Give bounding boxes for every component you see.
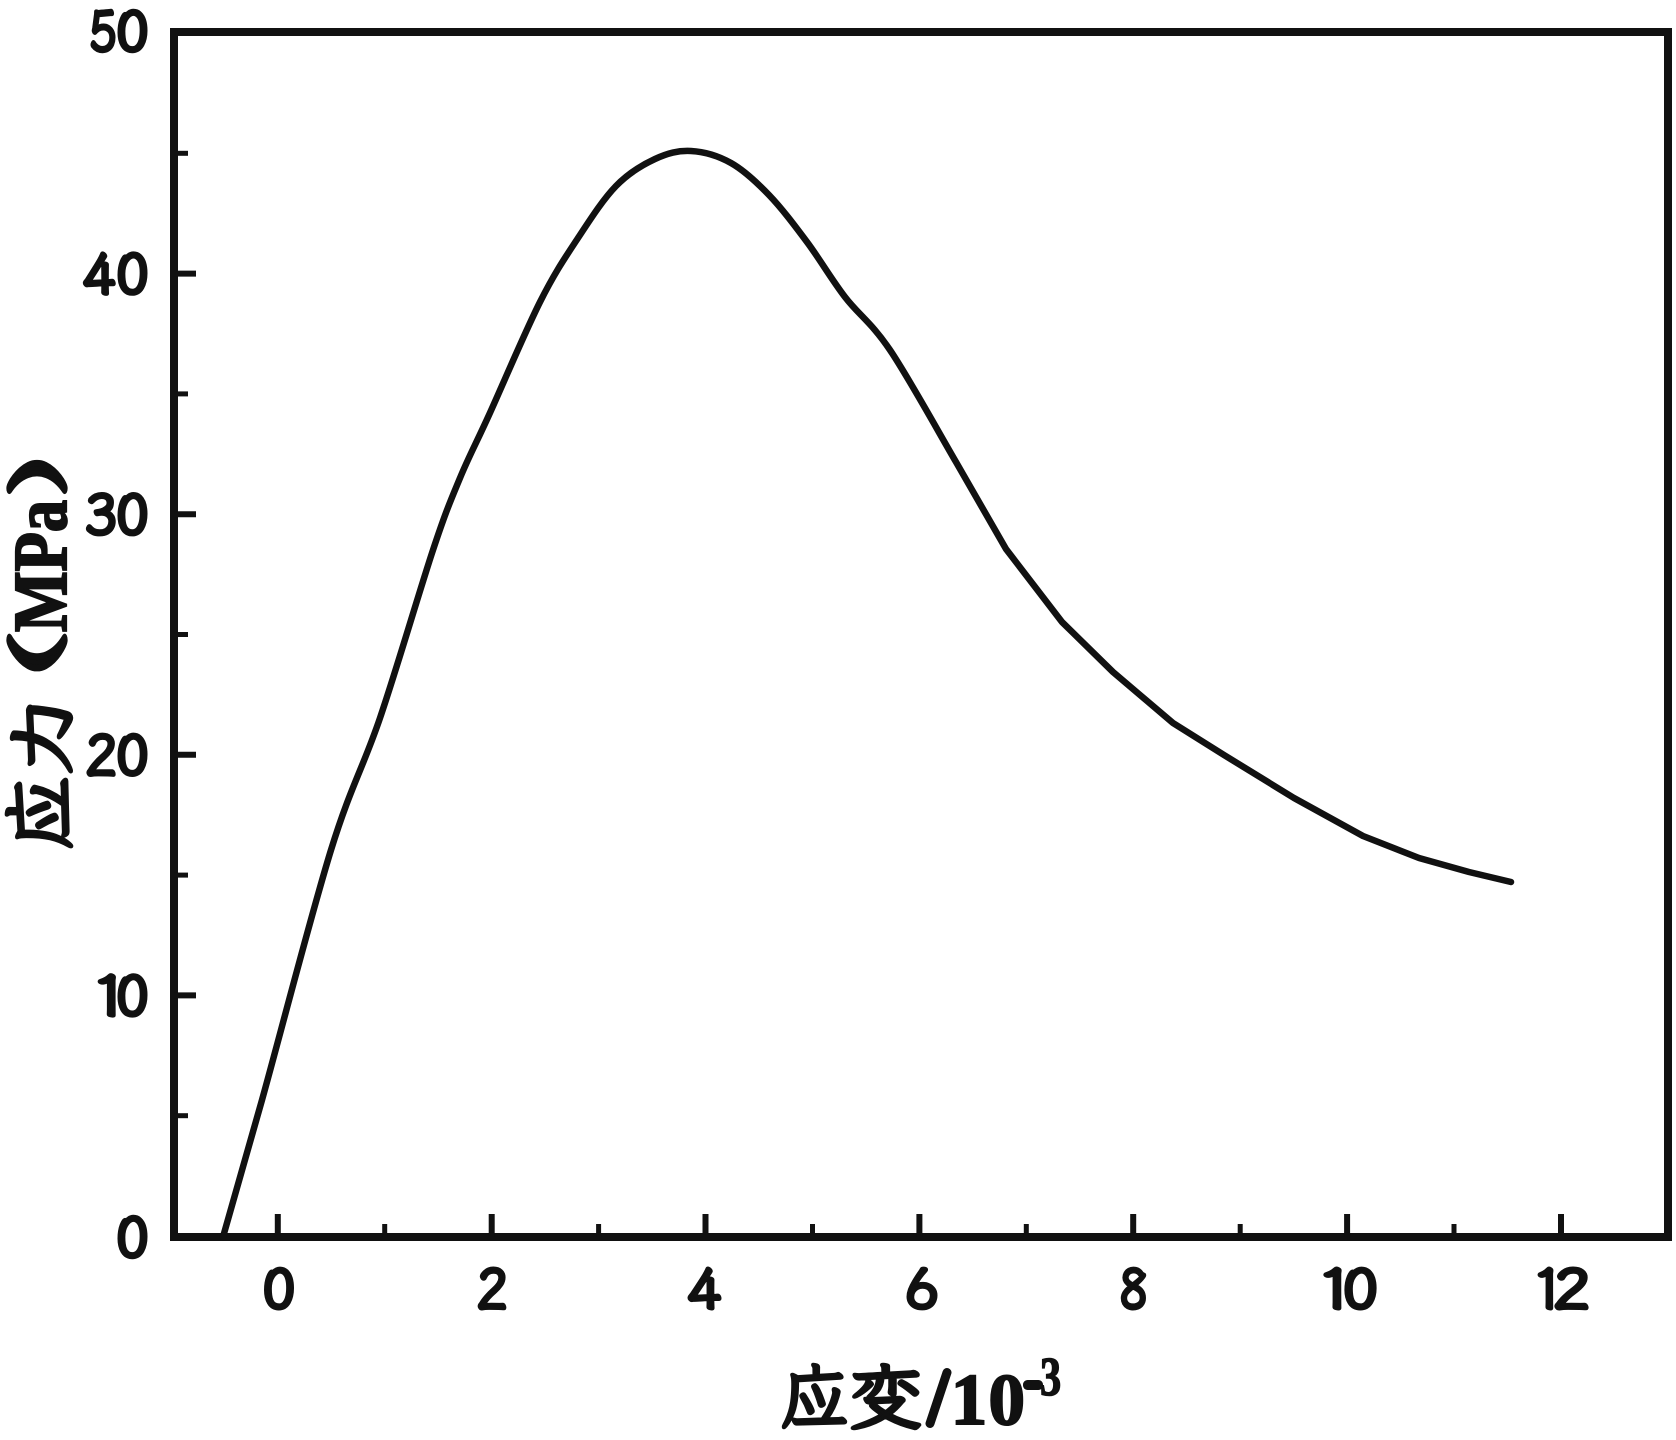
svg-text:1: 1 — [951, 1359, 988, 1440]
svg-text:3: 3 — [1040, 1346, 1061, 1408]
svg-text:MPa: MPa — [0, 500, 83, 632]
svg-text:0: 0 — [989, 1360, 1026, 1440]
